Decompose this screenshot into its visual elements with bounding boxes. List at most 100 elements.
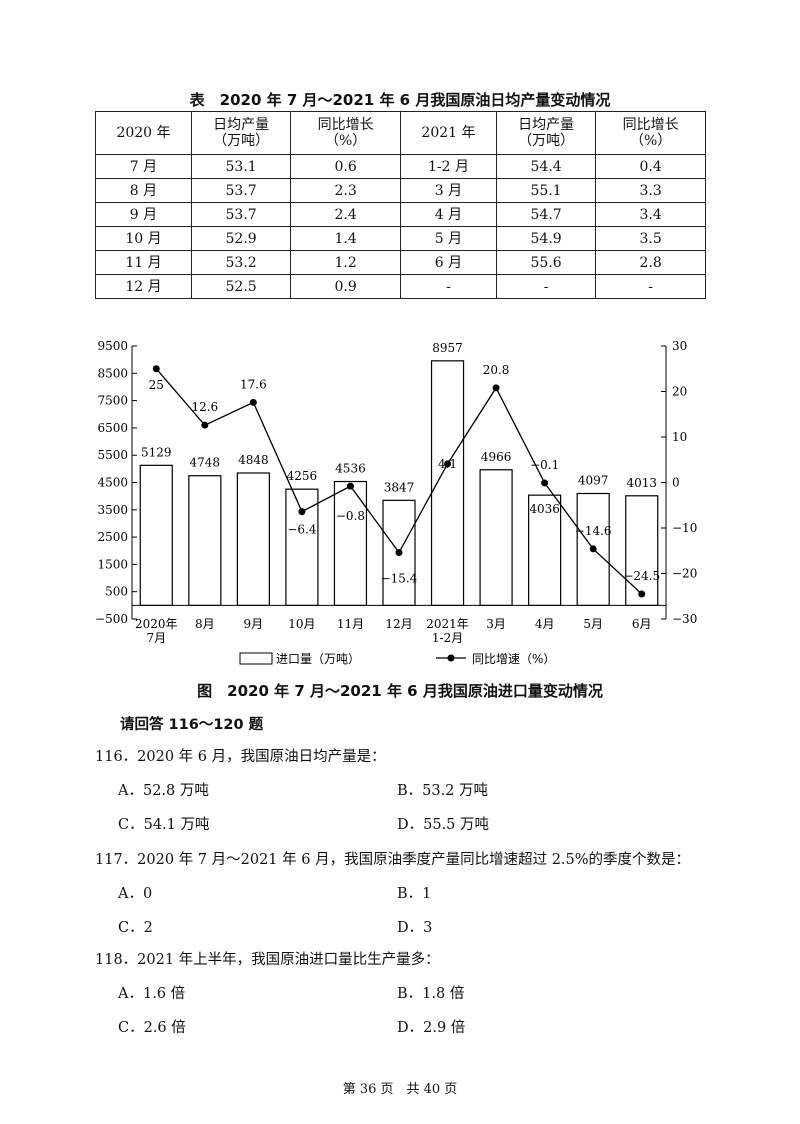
growth-point — [152, 365, 160, 373]
left-tick-label: 500 — [105, 585, 128, 599]
growth-point — [638, 590, 646, 598]
header-cell: 同比增长（%） — [595, 111, 706, 155]
header-cell: 2021 年 — [399, 111, 497, 155]
answer-option[interactable]: C．54.1 万吨 — [118, 817, 210, 833]
category-label: 5月 — [583, 617, 603, 631]
bar-label: 4036 — [529, 502, 560, 516]
left-tick-label: 2500 — [97, 530, 128, 544]
header-cell: 日均产量 （万吨） — [190, 111, 292, 155]
table-cell: 54.9 — [495, 226, 597, 251]
growth-label: 20.8 — [483, 363, 510, 377]
header-text: 同比增长（%） — [317, 117, 374, 149]
table-cell: 0.4 — [595, 154, 706, 179]
category-label: 10月 — [288, 617, 315, 631]
table-cell: 4 月 — [399, 202, 497, 227]
header-cell: 日均产量 （万吨） — [495, 111, 597, 155]
table-cell: 55.1 — [495, 178, 597, 203]
header-line: 日均产量 — [518, 117, 575, 133]
left-tick-label: 5500 — [97, 448, 128, 462]
answer-option[interactable]: A．1.6 倍 — [118, 986, 186, 1002]
table-cell: 0.9 — [290, 274, 401, 299]
left-tick-label: 9500 — [97, 339, 128, 353]
growth-label: 4.1 — [438, 457, 457, 471]
question-stem: 118．2021 年上半年，我国原油进口量比生产量多： — [95, 952, 440, 968]
bar-label: 4097 — [578, 474, 609, 488]
answer-option[interactable]: D．2.9 倍 — [397, 1020, 466, 1036]
growth-point — [249, 398, 257, 406]
bar-label: 4013 — [626, 476, 657, 490]
growth-point — [492, 384, 500, 392]
left-tick-label: 7500 — [97, 394, 128, 408]
growth-label: −24.5 — [623, 569, 660, 583]
answer-option[interactable]: A．0 — [118, 886, 153, 902]
header-cell: 2020 年 — [95, 111, 192, 155]
header-cell: 同比增长（%） — [290, 111, 401, 155]
table-cell: 8 月 — [95, 178, 192, 203]
answer-option[interactable]: C．2.6 倍 — [118, 1020, 186, 1036]
legend-line-label: 同比增速（%） — [472, 652, 555, 666]
legend-bar-label: 进口量（万吨） — [276, 652, 360, 666]
table-cell: 12 月 — [95, 274, 192, 299]
bar — [333, 480, 368, 606]
header-line: 2021 年 — [421, 125, 476, 141]
header-text: 同比增长（%） — [622, 117, 679, 149]
table-cell: 2.3 — [290, 178, 401, 203]
bar — [139, 464, 173, 606]
growth-label: −14.6 — [575, 524, 612, 538]
left-tick-label: 4500 — [97, 476, 128, 490]
answer-option[interactable]: B．53.2 万吨 — [397, 783, 489, 799]
header-line: 2020 年 — [116, 125, 171, 141]
bar — [188, 475, 222, 606]
growth-label: 12.6 — [191, 400, 218, 414]
right-tick-label: 0 — [672, 476, 680, 490]
category-label: 3月 — [486, 617, 506, 631]
table-cell: 53.7 — [190, 178, 292, 203]
answer-option[interactable]: B．1.8 倍 — [397, 986, 465, 1002]
table-cell: 53.1 — [190, 154, 292, 179]
category-label: 7月 — [146, 631, 166, 645]
category-label: 1-2月 — [432, 631, 463, 645]
question-stem: 117．2020 年 7 月～2021 年 6 月，我国原油季度产量同比增速超过… — [95, 852, 691, 868]
answer-option[interactable]: B．1 — [397, 886, 432, 902]
bar — [479, 469, 513, 606]
table-cell: 6 月 — [399, 250, 497, 275]
header-line: （万吨） — [518, 133, 575, 149]
table-row: 7 月 53.1 0.6 1-2 月 54.4 0.4 — [95, 154, 706, 179]
left-tick-label: 6500 — [97, 421, 128, 435]
right-tick-label: 30 — [672, 339, 687, 353]
answer-option[interactable]: A．52.8 万吨 — [118, 783, 209, 799]
right-tick-label: −20 — [672, 567, 697, 581]
question-stem: 116．2020 年 6 月，我国原油日均产量是： — [95, 749, 386, 765]
table-cell: 0.6 — [290, 154, 401, 179]
growth-point — [298, 508, 306, 516]
chart-title: 图 2020 年 7 月～2021 年 6 月我国原油进口量变动情况 — [197, 682, 603, 700]
bar-label: 4966 — [481, 450, 512, 464]
category-label: 12月 — [385, 617, 412, 631]
growth-point — [589, 545, 597, 553]
right-tick-label: −10 — [672, 521, 697, 535]
growth-point — [201, 421, 209, 429]
production-table: 2020 年 日均产量 （万吨） 同比增长（%） 2021 年 日均产量 （万吨） 同比增长（… — [95, 111, 706, 299]
growth-label: −0.8 — [336, 509, 365, 523]
table-cell: - — [495, 274, 597, 299]
left-tick-label: 1500 — [97, 557, 128, 571]
legend-bar-swatch — [239, 652, 273, 665]
bar — [236, 472, 270, 606]
bar-label: 4748 — [190, 456, 221, 470]
answer-option[interactable]: C．2 — [118, 920, 153, 936]
growth-point — [444, 460, 452, 468]
table-title: 表 2020 年 7 月～2021 年 6 月我国原油日均产量变动情况 — [189, 91, 611, 109]
answer-option[interactable]: D．55.5 万吨 — [397, 817, 490, 833]
growth-label: −15.4 — [381, 572, 418, 586]
answer-option[interactable]: D．3 — [397, 920, 433, 936]
table-cell: - — [399, 274, 497, 299]
table-cell: 52.9 — [190, 226, 292, 251]
table-row: 12 月 52.5 0.9- - - — [95, 274, 706, 299]
table-cell: - — [595, 274, 706, 299]
legend-line-marker — [447, 654, 455, 662]
growth-label: −0.1 — [530, 458, 559, 472]
category-label: 8月 — [195, 617, 215, 631]
category-label: 2021年 — [426, 617, 469, 631]
table-cell: 3.3 — [595, 178, 706, 203]
page-footer: 第 36 页 共 40 页 — [342, 1082, 458, 1097]
